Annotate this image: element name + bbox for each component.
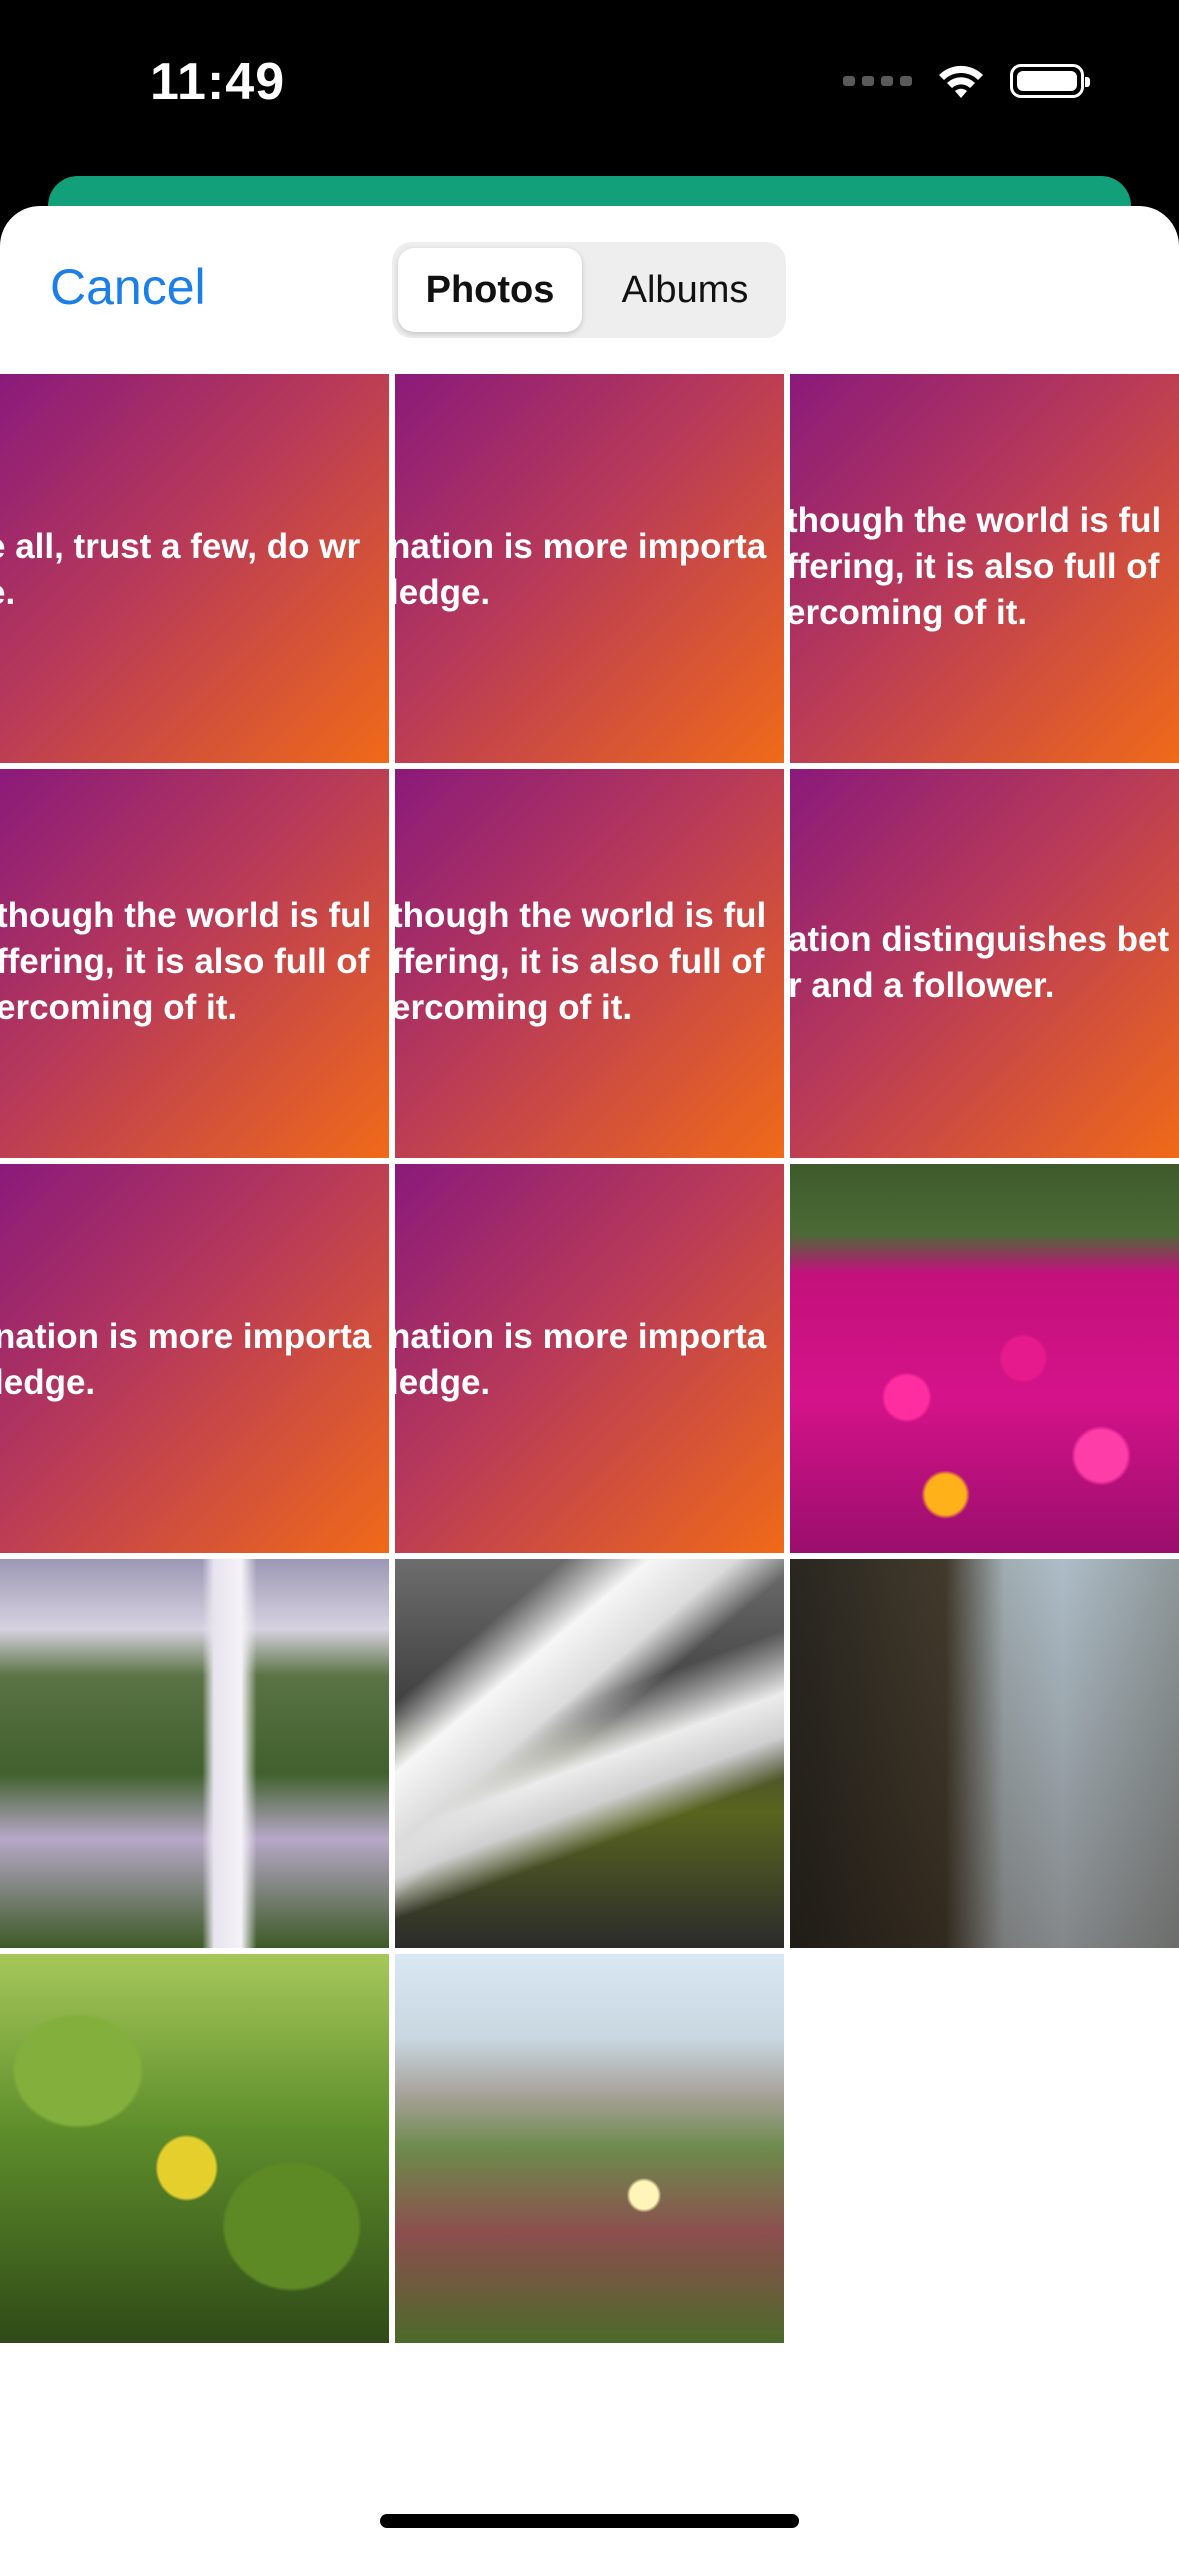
photo-picker-sheet: Cancel Photos Albums e all, trust a few,…	[0, 206, 1179, 2556]
quote-text: nation is more importa ledge.	[395, 527, 767, 612]
status-icons	[843, 62, 1090, 100]
tab-photos[interactable]: Photos	[398, 248, 582, 332]
waterfall-rocks-photo[interactable]	[395, 1559, 784, 1948]
quote-text: nation is more importa ledge.	[0, 1317, 372, 1402]
photo-cell[interactable]: e all, trust a few, do wr e.	[0, 374, 389, 763]
source-segmented-control: Photos Albums	[392, 242, 786, 338]
status-bar: 11:49	[0, 0, 1179, 175]
photo-cell[interactable]: nation is more importa ledge.	[395, 1164, 784, 1553]
waterfall-photo[interactable]	[0, 1559, 389, 1948]
flowers-photo[interactable]	[790, 1164, 1179, 1553]
waterfall-coast-photo[interactable]	[790, 1559, 1179, 1948]
photo-cell[interactable]: nation is more importa ledge.	[395, 374, 784, 763]
quote-text: nation is more importa ledge.	[395, 1317, 767, 1402]
cancel-button[interactable]: Cancel	[50, 259, 206, 315]
wifi-icon	[939, 65, 983, 98]
battery-icon	[1010, 64, 1090, 98]
photo-cell[interactable]: nation is more importa ledge.	[0, 1164, 389, 1553]
status-time: 11:49	[150, 53, 286, 111]
photo-cell[interactable]: though the world is ful ffering, it is a…	[395, 769, 784, 1158]
quote-text: though the world is ful ffering, it is a…	[0, 896, 372, 1027]
leaves-photo[interactable]	[0, 1954, 389, 2343]
home-indicator[interactable]	[380, 2514, 799, 2528]
quote-text: ation distinguishes bet r and a follower…	[790, 920, 1170, 1005]
signal-dots-icon	[843, 76, 912, 86]
quote-text: though the world is ful ffering, it is a…	[790, 501, 1162, 632]
photo-cell[interactable]: though the world is ful ffering, it is a…	[0, 769, 389, 1158]
quote-text: though the world is ful ffering, it is a…	[395, 896, 767, 1027]
photo-cell[interactable]: ation distinguishes bet r and a follower…	[790, 769, 1179, 1158]
quote-text: e all, trust a few, do wr e.	[0, 527, 361, 612]
tab-albums[interactable]: Albums	[621, 268, 749, 311]
grass-flower-photo[interactable]	[395, 1954, 784, 2343]
photo-cell[interactable]: though the world is ful ffering, it is a…	[790, 374, 1179, 763]
